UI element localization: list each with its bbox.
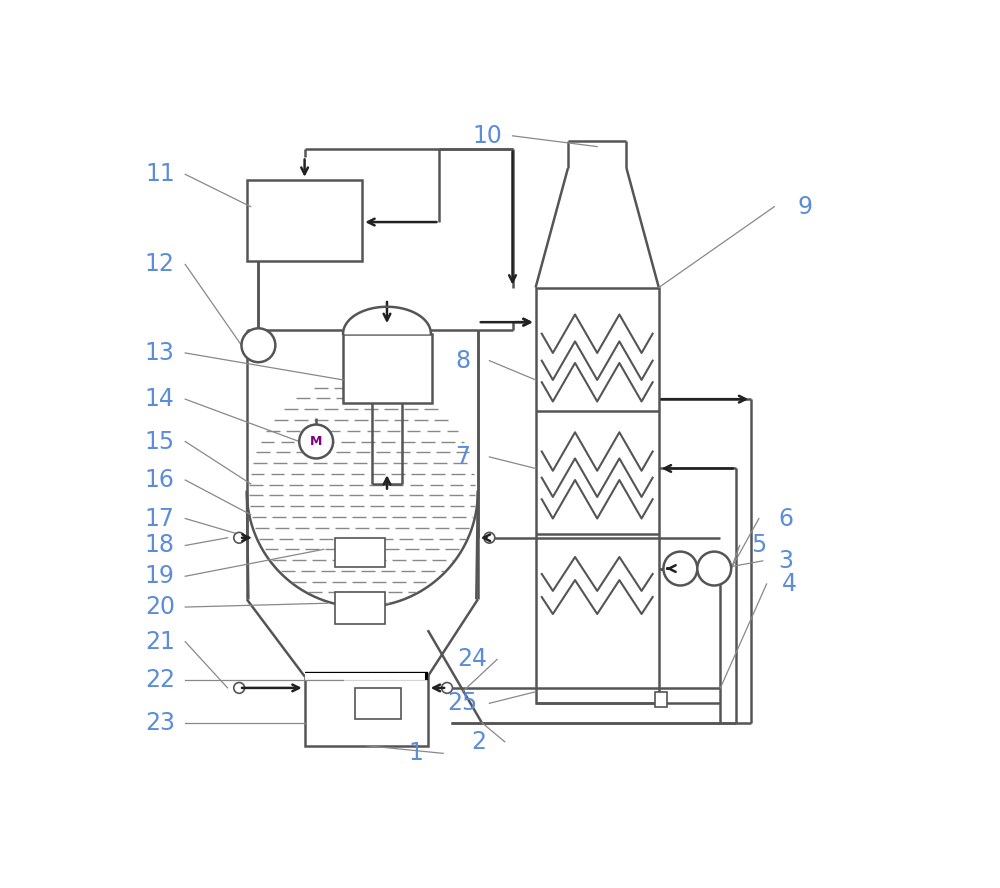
Text: 13: 13 (145, 341, 175, 365)
Circle shape (299, 424, 333, 458)
Text: 20: 20 (145, 595, 175, 619)
Text: 9: 9 (798, 194, 813, 218)
Bar (335, 538, 385, 567)
Circle shape (234, 683, 245, 694)
Bar (305, 677, 428, 746)
Text: 23: 23 (145, 710, 175, 734)
Bar (343, 334, 432, 403)
Text: 11: 11 (145, 163, 175, 186)
Circle shape (442, 683, 452, 694)
Polygon shape (343, 306, 431, 334)
Text: 1: 1 (409, 741, 424, 765)
Text: 14: 14 (145, 387, 175, 411)
Text: 22: 22 (145, 668, 175, 693)
Text: 5: 5 (751, 534, 767, 558)
Text: 4: 4 (782, 572, 797, 596)
Text: 17: 17 (145, 506, 175, 530)
Bar (536, 288, 659, 703)
Bar (355, 688, 401, 718)
Circle shape (697, 551, 731, 585)
Text: 3: 3 (778, 549, 793, 573)
Text: 24: 24 (457, 647, 487, 671)
Bar (247, 179, 362, 260)
Text: 12: 12 (145, 252, 175, 276)
Text: 10: 10 (473, 123, 503, 147)
Text: 7: 7 (455, 445, 470, 469)
Text: 2: 2 (471, 730, 486, 754)
Bar (655, 692, 666, 707)
Text: 19: 19 (145, 564, 175, 588)
Text: 16: 16 (145, 468, 175, 492)
Bar (335, 591, 385, 624)
Circle shape (484, 533, 495, 543)
Circle shape (241, 329, 275, 362)
Text: M: M (310, 435, 322, 448)
Text: 6: 6 (778, 506, 793, 530)
Text: 8: 8 (455, 349, 470, 373)
Text: 15: 15 (145, 430, 175, 454)
Circle shape (234, 533, 245, 543)
Text: 21: 21 (145, 630, 175, 654)
Circle shape (663, 551, 697, 585)
Text: 18: 18 (145, 534, 175, 558)
Text: 25: 25 (447, 692, 478, 716)
